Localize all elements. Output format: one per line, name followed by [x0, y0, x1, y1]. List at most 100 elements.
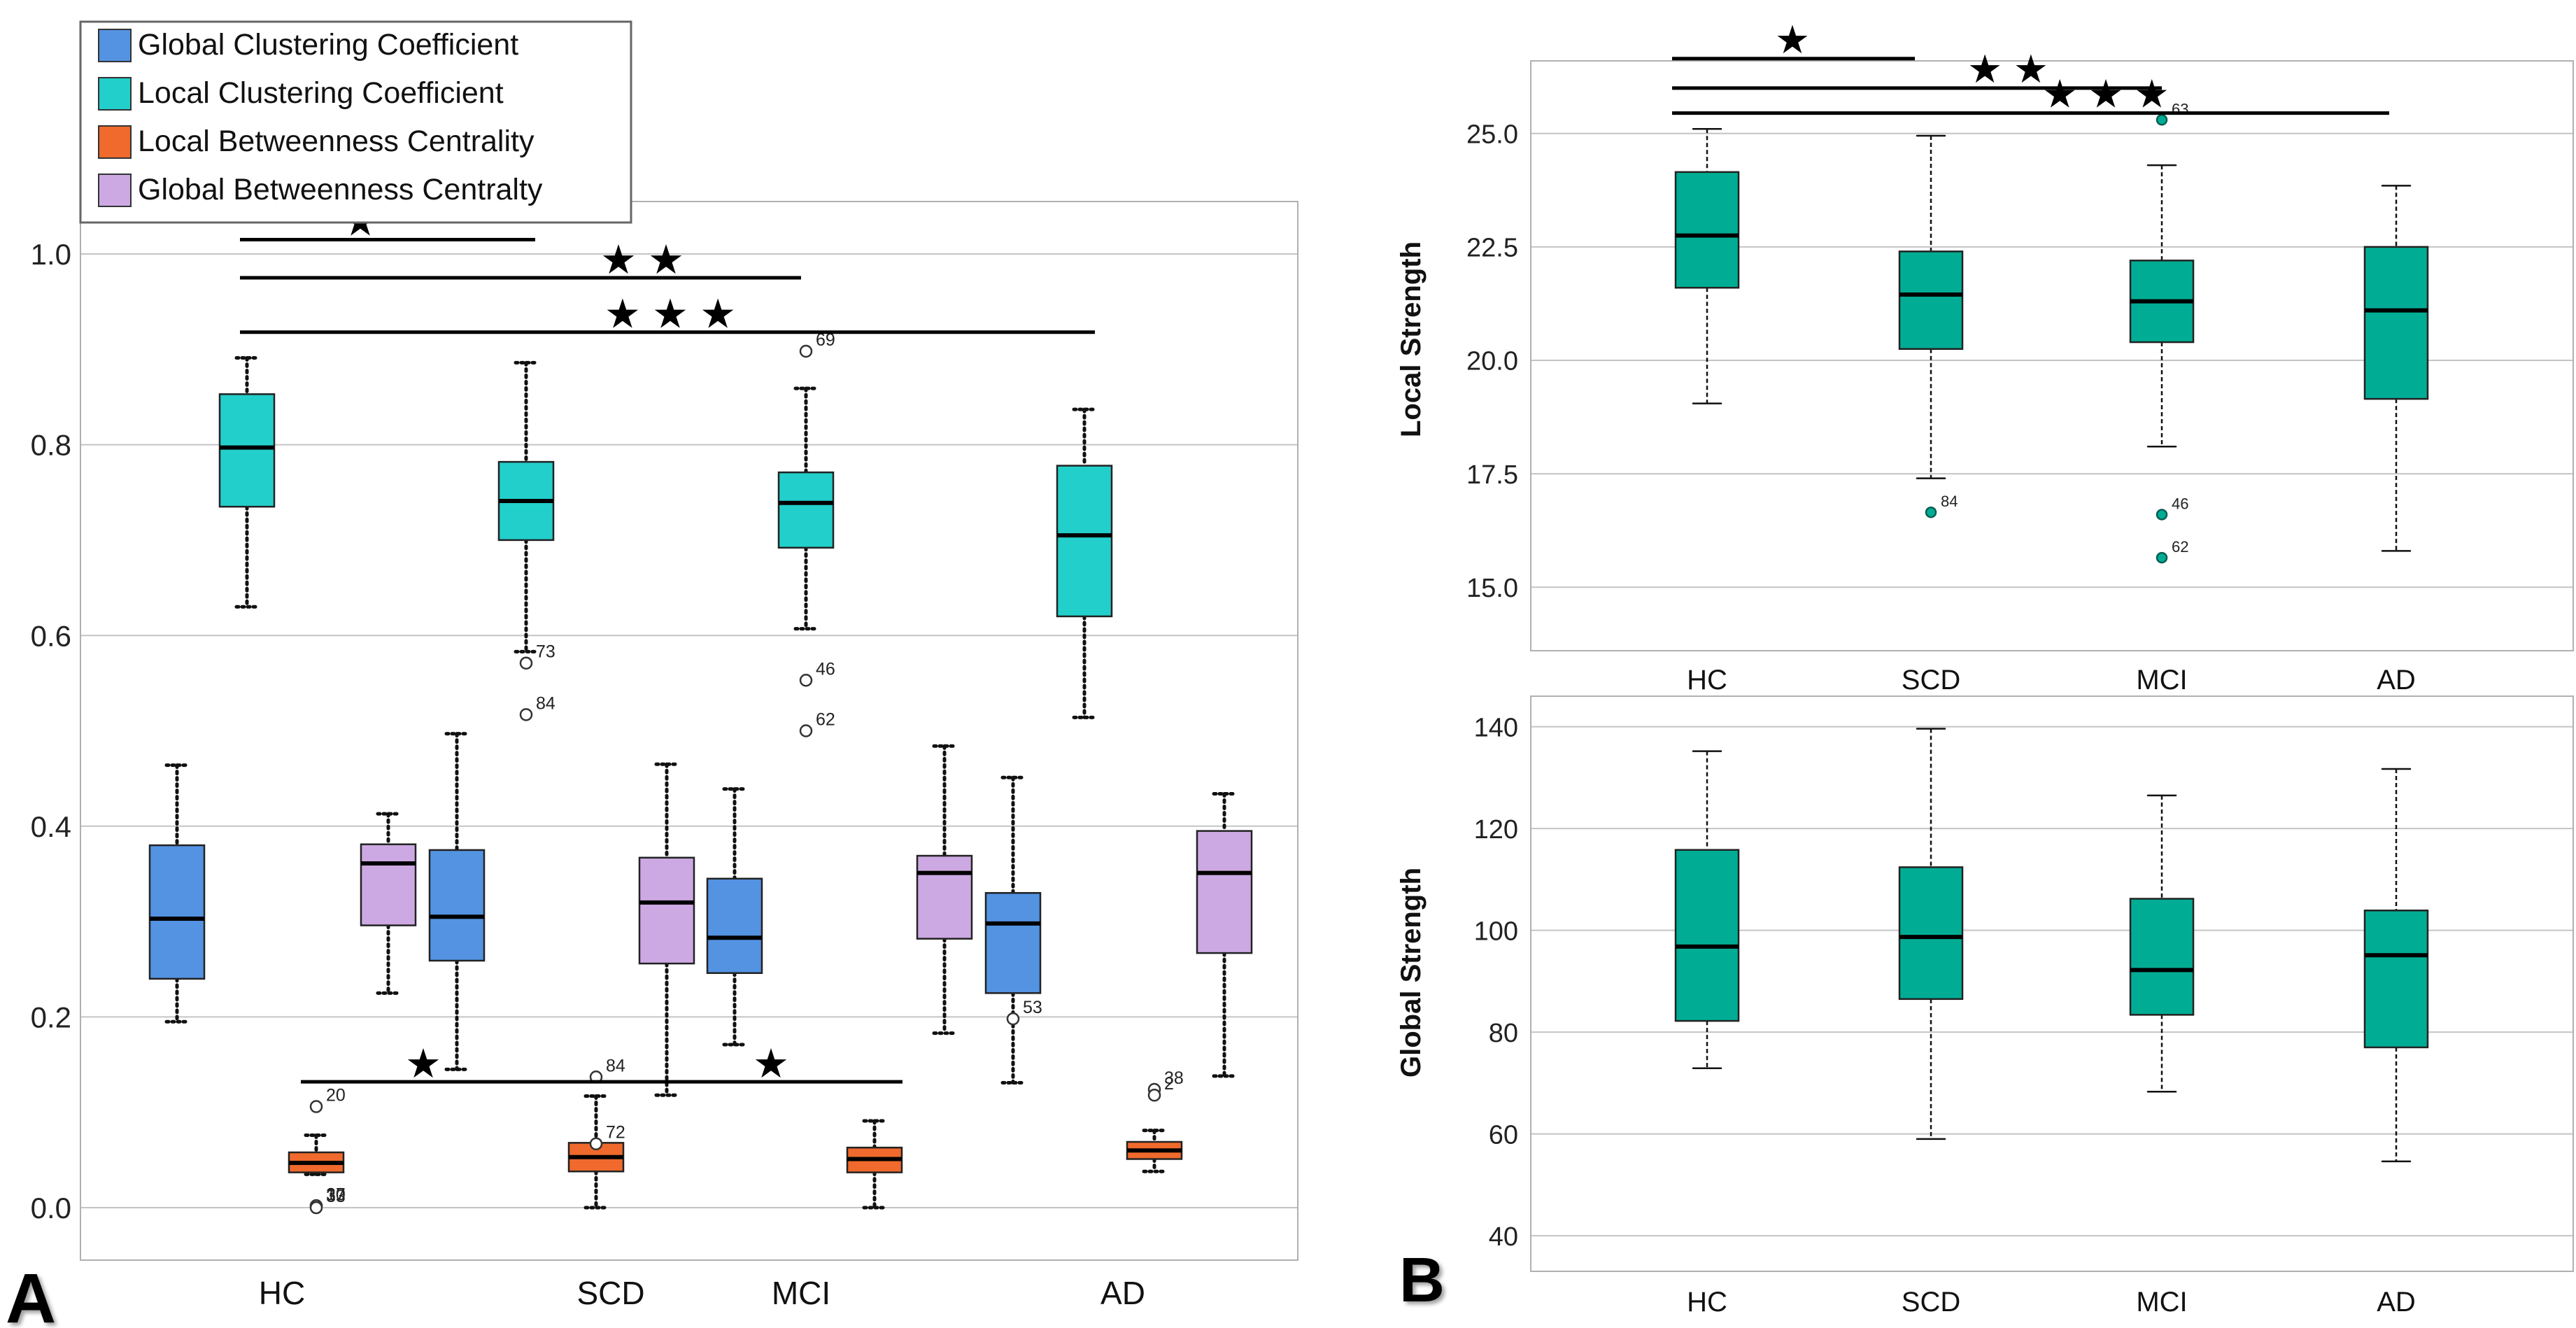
outlier-label: 30 [326, 1185, 346, 1204]
outlier-label: 73 [536, 642, 555, 662]
outlier-point [309, 1100, 323, 1113]
y-tick-label: 0.0 [31, 1192, 71, 1224]
outlier-label: 72 [606, 1123, 625, 1143]
outlier-label: 62 [816, 710, 835, 730]
y-ticks-b-bottom: 40 60 80 100 120 140 [1474, 713, 1518, 1251]
outlier-label: 33 [326, 1187, 346, 1206]
y-tick-label: 20.0 [1466, 347, 1518, 376]
x-ticks-b-top: HC SCD MCI AD [1687, 665, 2416, 695]
y-tick-label: 25.0 [1466, 120, 1518, 149]
x-tick-label: SCD [1902, 665, 1960, 695]
legend-label: Global Betweenness Centralty [138, 173, 543, 206]
outlier-point [1147, 1088, 1161, 1102]
outlier-label: 62 [2172, 538, 2188, 556]
y-tick-label: 17.5 [1466, 460, 1518, 490]
outlier-point [309, 1201, 323, 1215]
box [984, 891, 1042, 994]
box [916, 854, 973, 940]
box [2363, 909, 2429, 1049]
box [1898, 866, 1964, 1001]
legend-swatch [98, 29, 132, 62]
panel-label-a: A [6, 1259, 56, 1328]
box [428, 849, 486, 962]
x-tick-label: HC [259, 1275, 305, 1311]
outlier-point [519, 656, 533, 670]
y-ticks-a: 0.0 0.2 0.4 0.6 0.8 1.0 [31, 238, 71, 1224]
x-tick-label: AD [1101, 1275, 1145, 1311]
legend: Global Clustering Coefficient Local Clus… [79, 20, 632, 224]
legend-entry: Global Clustering Coefficient [98, 28, 518, 62]
plot-frame-b-top [1530, 60, 2574, 651]
outlier-point [519, 708, 533, 721]
legend-swatch [98, 174, 132, 207]
outlier-label: 84 [1941, 493, 1958, 510]
x-tick-label: MCI [2136, 1287, 2187, 1318]
y-tick-label: 80 [1489, 1019, 1518, 1048]
legend-label: Global Clustering Coefficient [138, 28, 518, 62]
outlier-label: 17 [326, 1185, 346, 1204]
y-tick-label: 120 [1474, 815, 1518, 845]
significance-stars: ★ ★ ★ [2042, 72, 2170, 116]
outlier-point [1006, 1012, 1020, 1026]
y-tick-label: 15.0 [1466, 574, 1518, 603]
box [1196, 830, 1253, 954]
x-ticks-b-bottom: HC SCD MCI AD [1687, 1287, 2416, 1318]
box [777, 471, 835, 549]
box [218, 393, 276, 508]
x-tick-label: SCD [576, 1275, 644, 1311]
legend-entry: Local Betweenness Centrality [98, 125, 535, 159]
outlier-label: 20 [326, 1086, 346, 1106]
y-tick-label: 0.6 [31, 619, 71, 652]
y-ticks-b-top: 15.0 17.5 20.0 22.5 25.0 [1466, 120, 1518, 602]
outlier-label: 46 [2172, 495, 2188, 512]
y-tick-label: 1.0 [31, 238, 71, 271]
legend-swatch [98, 77, 132, 111]
legend-entry: Local Clustering Coefficient [98, 76, 504, 111]
significance-star: ★ [753, 1041, 789, 1087]
box [1056, 465, 1113, 618]
x-tick-label: MCI [2136, 665, 2187, 695]
box [1898, 250, 1964, 351]
outlier-label: 53 [1023, 998, 1042, 1017]
outlier-label: 84 [606, 1056, 625, 1075]
box [2129, 898, 2195, 1016]
legend-swatch [98, 125, 132, 159]
y-tick-label: 0.8 [31, 429, 71, 462]
x-tick-label: AD [2377, 1287, 2416, 1318]
panel-label-b: B [1399, 1245, 1445, 1315]
outlier-point [1925, 506, 1937, 518]
x-ticks-a: HC SCD MCI AD [259, 1275, 1145, 1311]
box [1674, 849, 1740, 1022]
significance-stars: ★ ★ [600, 237, 684, 283]
grid-a [80, 253, 1298, 1209]
plot-frame-a [80, 201, 1298, 1261]
outlier-point [799, 344, 813, 358]
legend-frame [79, 20, 632, 224]
y-tick-label: 100 [1474, 917, 1518, 946]
box [2363, 246, 2429, 400]
y-tick-label: 22.5 [1466, 234, 1518, 263]
significance-a: ★★ ★★ ★ ★★★ [240, 199, 1095, 1087]
outlier-point [799, 724, 813, 737]
plot-frame-b-bottom [1530, 695, 2574, 1272]
legend-label: Local Clustering Coefficient [138, 76, 504, 110]
box [1674, 171, 1740, 289]
x-tick-label: SCD [1902, 1287, 1960, 1318]
y-axis-label-b-top: Local Strength [1396, 241, 1427, 437]
y-tick-label: 140 [1474, 713, 1518, 742]
panel-b-top: 15.0 17.5 20.0 22.5 25.0 HC SCD MCI AD 84 63 46 62… [1396, 17, 2574, 695]
x-tick-label: HC [1687, 665, 1727, 695]
outlier-point [2156, 551, 2168, 564]
y-tick-label: 0.4 [31, 810, 71, 843]
outlier-label: 84 [536, 693, 555, 713]
box [638, 856, 695, 965]
outlier-label: 38 [1164, 1068, 1184, 1088]
significance-b-top: ★ ★ ★★ ★ ★ [1672, 17, 2389, 116]
outlier-point [799, 674, 813, 687]
outlier-label: 46 [816, 659, 835, 679]
panel-b-bottom: 40 60 80 100 120 140 HC SCD MCI AD Global Streng… [1396, 695, 2574, 1318]
outlier-point [2156, 114, 2168, 126]
box [148, 844, 206, 980]
